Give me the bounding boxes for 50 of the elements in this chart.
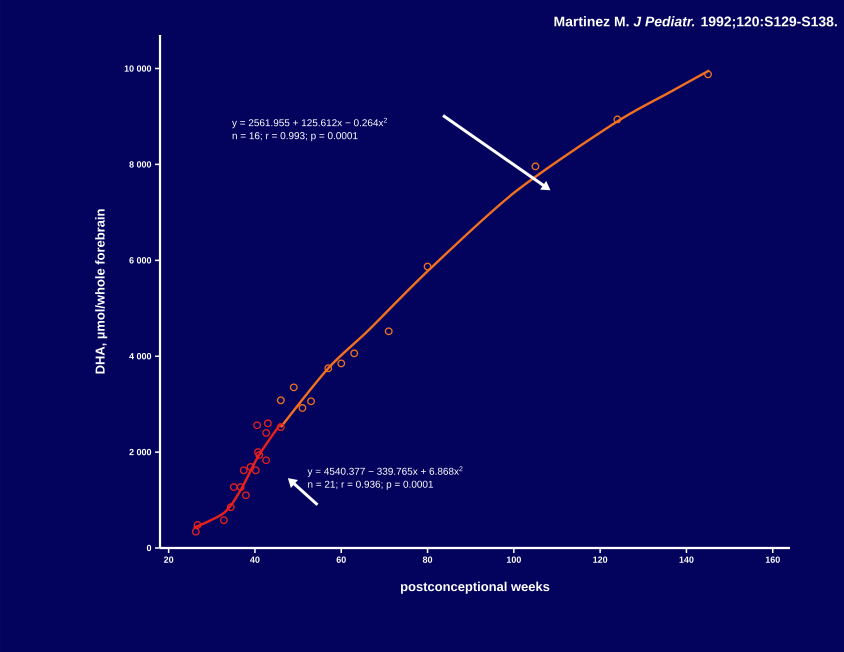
annotation: y = 4540.377 − 339.765x + 6.868x$^{2}$ (308, 466, 463, 477)
y-axis-title: DHA, µmol/whole forebrain (95, 209, 108, 374)
point (424, 262, 432, 270)
y-tick-label: 6 000 (129, 257, 152, 264)
point (337, 359, 346, 368)
point (298, 404, 306, 412)
point (262, 428, 270, 437)
point (253, 421, 262, 430)
y-tick-label: 4 000 (129, 353, 152, 360)
point (252, 466, 260, 474)
point (384, 327, 393, 336)
x-tick-label: 40 (250, 556, 260, 563)
point (242, 491, 250, 500)
point (276, 423, 285, 432)
point (264, 419, 272, 428)
point (220, 516, 228, 524)
annotation: y = 2561.955 + 125.612x − 0.264x$^{2}$ (232, 118, 388, 128)
point (240, 466, 248, 474)
y-tick-label: 2 000 (129, 448, 152, 456)
x-tick-label: 160 (766, 556, 780, 563)
x-axis-title: postconceptional weeks (401, 582, 550, 594)
x-tick-label: 60 (336, 556, 346, 563)
point (290, 383, 298, 392)
point (531, 162, 540, 170)
point (230, 483, 238, 492)
x-tick-label: 80 (422, 556, 432, 563)
point (246, 463, 255, 471)
y-tick-label: 0 (146, 544, 152, 552)
y-tick-label: 10 000 (124, 65, 152, 72)
annotation: n = 21; r = 0.936; p = 0.0001 (308, 480, 434, 490)
x-tick-label: 20 (164, 556, 174, 563)
point (307, 397, 315, 406)
x-tick-label: 100 (506, 556, 521, 563)
point (262, 456, 270, 464)
y-tick-label: 8 000 (129, 161, 152, 168)
point (192, 528, 200, 536)
point (226, 503, 235, 512)
point (324, 364, 332, 372)
point (255, 451, 264, 459)
x-tick-label: 140 (680, 556, 694, 563)
annotation: n = 16; r = 0.993; p = 0.0001 (232, 132, 358, 142)
x-tick-label: 120 (593, 556, 608, 563)
point (704, 70, 712, 78)
point (350, 349, 358, 358)
text: Martinez M. J Pediatr. 1992;120:S129-S138. (554, 16, 837, 28)
point (613, 115, 622, 124)
point (276, 396, 285, 404)
point (194, 521, 202, 529)
point (254, 448, 262, 456)
point (236, 483, 245, 492)
